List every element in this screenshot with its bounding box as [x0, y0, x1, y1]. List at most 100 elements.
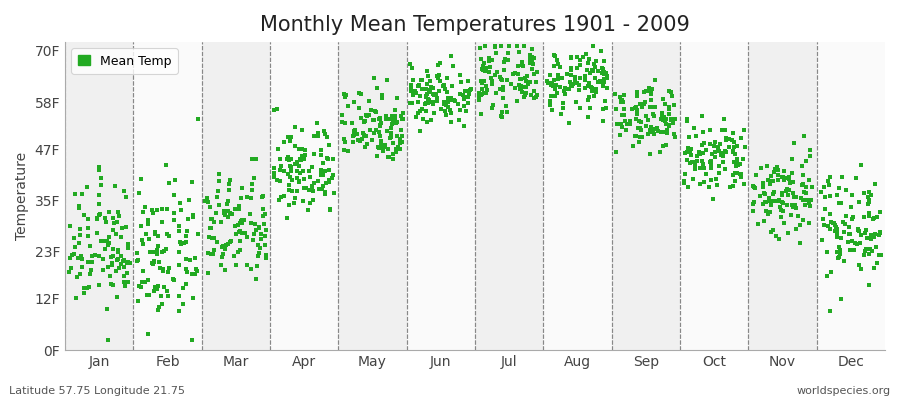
Point	[763, 178, 778, 184]
Point	[514, 76, 528, 82]
Point	[664, 92, 679, 99]
Point	[107, 220, 122, 226]
Point	[777, 220, 791, 226]
Point	[761, 198, 776, 204]
Point	[243, 210, 257, 217]
Point	[544, 80, 559, 86]
Point	[862, 210, 877, 217]
Point	[81, 225, 95, 231]
Point	[244, 220, 258, 227]
Point	[667, 102, 681, 108]
Point	[295, 146, 310, 152]
Point	[228, 206, 242, 212]
Point	[441, 99, 455, 106]
Point	[795, 163, 809, 170]
Point	[410, 98, 425, 105]
Point	[107, 183, 122, 190]
Point	[662, 88, 676, 94]
Point	[218, 245, 232, 252]
Point	[82, 284, 96, 290]
Point	[386, 116, 400, 123]
Point	[92, 211, 106, 218]
Point	[101, 336, 115, 343]
Point	[543, 102, 557, 108]
Point	[859, 226, 873, 233]
Point	[845, 216, 859, 222]
Point	[867, 215, 881, 221]
Point	[151, 242, 166, 249]
Point	[158, 246, 173, 252]
Point	[230, 249, 245, 256]
Point	[92, 282, 106, 289]
Point	[614, 98, 628, 104]
Point	[677, 178, 691, 184]
Point	[104, 280, 118, 287]
Point	[385, 156, 400, 162]
Point	[212, 188, 226, 194]
Point	[370, 153, 384, 160]
Point	[820, 249, 834, 255]
Point	[745, 208, 760, 214]
Point	[346, 138, 360, 145]
Point	[67, 235, 81, 242]
Point	[337, 135, 351, 142]
Point	[475, 80, 490, 87]
Point	[523, 56, 537, 62]
Point	[755, 184, 770, 190]
Point	[248, 221, 262, 228]
Point	[351, 136, 365, 143]
Point	[453, 72, 467, 78]
Point	[372, 129, 386, 135]
Point	[179, 256, 194, 262]
Point	[176, 301, 190, 308]
Point	[138, 204, 152, 210]
Point	[459, 107, 473, 114]
Point	[833, 235, 848, 242]
Point	[394, 132, 409, 139]
Point	[747, 198, 761, 205]
Point	[188, 271, 202, 278]
Point	[634, 118, 648, 125]
Point	[734, 135, 748, 141]
Point	[707, 154, 722, 160]
Point	[771, 172, 786, 178]
Point	[284, 174, 298, 180]
Point	[718, 127, 733, 134]
Point	[564, 66, 579, 73]
Point	[609, 148, 624, 155]
Point	[735, 156, 750, 162]
Point	[176, 240, 191, 246]
Point	[758, 199, 772, 205]
Point	[473, 78, 488, 84]
Point	[544, 106, 559, 113]
Point	[426, 100, 440, 107]
Point	[510, 43, 525, 50]
Point	[839, 212, 853, 219]
Point	[122, 260, 137, 266]
Point	[151, 307, 166, 314]
Point	[518, 94, 532, 100]
Point	[394, 126, 409, 133]
Point	[853, 162, 868, 168]
Point	[629, 133, 643, 139]
Point	[845, 191, 859, 198]
Point	[367, 75, 382, 81]
Point	[96, 238, 111, 244]
Point	[204, 216, 219, 222]
Point	[482, 64, 497, 70]
Point	[752, 193, 767, 199]
Point	[94, 182, 109, 188]
Point	[515, 59, 529, 65]
Point	[292, 178, 306, 184]
Point	[633, 124, 647, 131]
Point	[222, 187, 237, 193]
Point	[151, 282, 166, 289]
Point	[104, 253, 118, 260]
Point	[248, 230, 262, 237]
Point	[695, 113, 709, 119]
Point	[358, 112, 373, 118]
Point	[704, 164, 718, 171]
Point	[508, 85, 522, 92]
Point	[185, 211, 200, 218]
Point	[313, 152, 328, 158]
